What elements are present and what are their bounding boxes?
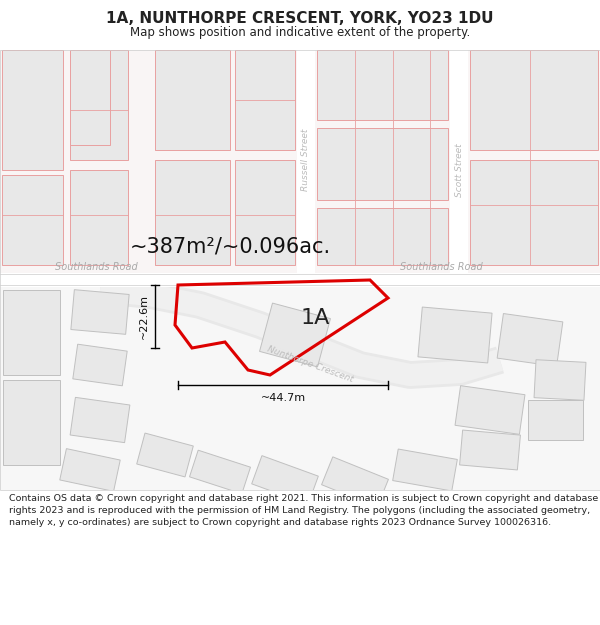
Polygon shape <box>70 50 110 145</box>
Bar <box>251 456 319 504</box>
Bar <box>527 400 583 440</box>
Text: Scott Street: Scott Street <box>455 143 464 197</box>
Text: ~22.6m: ~22.6m <box>139 294 149 339</box>
Polygon shape <box>155 50 230 150</box>
Bar <box>497 314 563 366</box>
Bar <box>322 457 388 507</box>
Polygon shape <box>317 50 448 120</box>
Bar <box>418 307 492 363</box>
Text: ~387m²/~0.096ac.: ~387m²/~0.096ac. <box>130 236 331 256</box>
Bar <box>450 50 468 275</box>
Polygon shape <box>155 160 230 265</box>
Text: Map shows position and indicative extent of the property.: Map shows position and indicative extent… <box>130 26 470 39</box>
Polygon shape <box>2 175 63 265</box>
Text: Contains OS data © Crown copyright and database right 2021. This information is : Contains OS data © Crown copyright and d… <box>9 494 598 527</box>
Bar <box>60 449 120 491</box>
Polygon shape <box>317 128 448 200</box>
Bar <box>190 450 250 494</box>
Text: ~44.7m: ~44.7m <box>260 393 305 403</box>
Text: Nunthorpe Crescent: Nunthorpe Crescent <box>266 345 354 384</box>
Bar <box>137 433 193 477</box>
Polygon shape <box>3 380 60 465</box>
Polygon shape <box>2 50 63 170</box>
Polygon shape <box>235 50 295 150</box>
Bar <box>73 344 127 386</box>
Polygon shape <box>470 160 598 265</box>
Polygon shape <box>70 50 128 160</box>
Bar <box>392 449 457 491</box>
Polygon shape <box>3 290 60 375</box>
Bar <box>534 360 586 400</box>
Polygon shape <box>70 170 128 265</box>
Bar <box>297 50 315 275</box>
Text: Southlands Road: Southlands Road <box>400 262 483 272</box>
Bar <box>460 430 520 470</box>
Bar <box>70 398 130 442</box>
Polygon shape <box>317 208 448 265</box>
Polygon shape <box>470 50 598 150</box>
Bar <box>0 285 600 490</box>
Polygon shape <box>235 160 295 265</box>
Bar <box>0 50 600 275</box>
Text: Russell Street: Russell Street <box>302 129 311 191</box>
Text: Southlands Road: Southlands Road <box>55 262 138 272</box>
Bar <box>0 273 600 287</box>
Text: 1A, NUNTHORPE CRESCENT, YORK, YO23 1DU: 1A, NUNTHORPE CRESCENT, YORK, YO23 1DU <box>106 11 494 26</box>
Bar <box>71 289 129 334</box>
Text: 1A: 1A <box>301 308 329 328</box>
Bar <box>260 303 331 367</box>
Bar <box>455 386 525 434</box>
